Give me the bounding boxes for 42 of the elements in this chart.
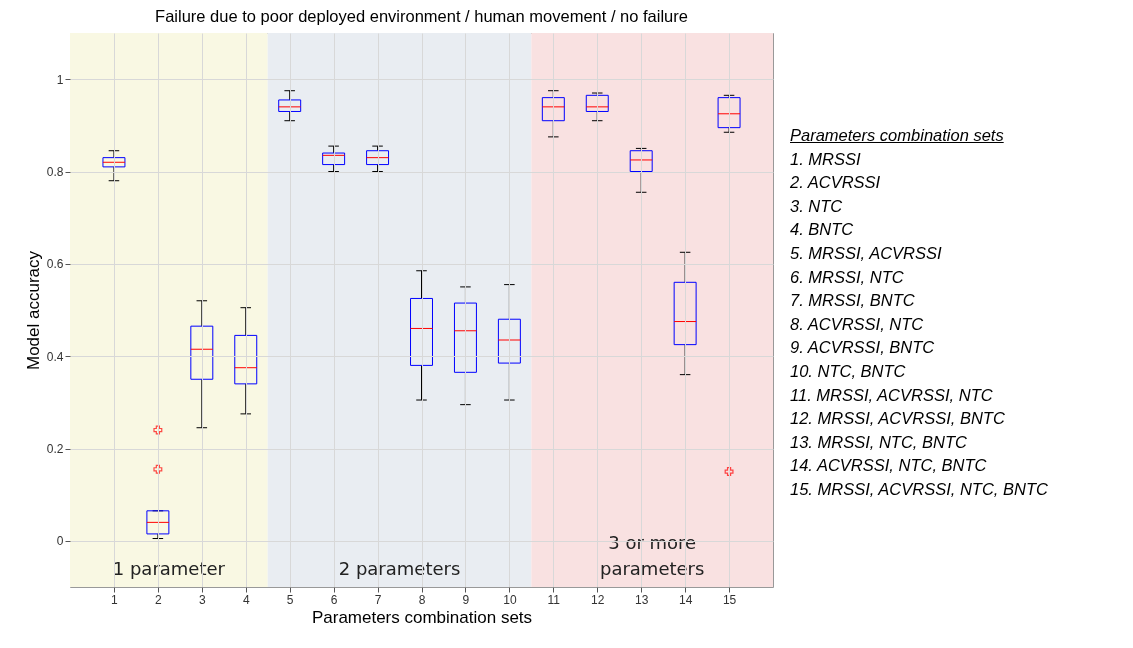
text: 13. MRSSI, NTC, BNTC [790,431,968,453]
x-tick-label: 15 [722,592,737,607]
x-tick-label: 7 [374,592,382,607]
x-tick-label: 10 [503,592,517,607]
text: 9. ACVRSSI, BNTC [790,337,936,359]
x-tick-label: 1 [111,592,119,607]
text: 8. ACVRSSI, NTC [790,313,925,335]
x-tick-label: 13 [635,592,649,607]
text: 2. ACVRSSI [790,172,882,194]
x-tick-label: 8 [418,592,426,607]
y-tick-label: 0.4 [46,349,64,364]
y-tick-label: 0.8 [46,165,64,179]
text: 15. MRSSI, ACVRSSI, NTC, BNTC [790,478,1048,500]
y-axis-title: Model accuracy [23,250,43,371]
y-tick-label: 0.6 [46,257,64,272]
text: 4. BNTC [790,219,855,241]
x-tick-label: 11 [547,592,561,607]
x-axis-title: Parameters combination sets [311,607,533,627]
x-tick-label: 2 [155,592,163,607]
band-label: 2 parameters [338,558,461,579]
x-tick-label: 12 [591,592,605,607]
text: Parameters combination sets [790,125,1005,146]
text: 7. MRSSI, BNTC [790,290,916,312]
y-tick-label: 0.2 [46,442,64,456]
x-tick-label: 3 [198,592,206,607]
text: 3. NTC [790,195,844,217]
x-tick-label: 4 [242,592,250,607]
text: 5. MRSSI, ACVRSSI [790,242,943,264]
y-tick-label: 1 [56,72,64,87]
text: 6. MRSSI, NTC [790,266,905,288]
text: 10. NTC, BNTC [790,360,907,382]
x-tick-label: 9 [462,592,470,607]
x-tick-label: 5 [286,592,294,607]
text: 11. MRSSI, ACVRSSI, NTC [790,384,994,406]
text: 14. ACVRSSI, NTC, BNTC [790,455,988,477]
y-tick-label: 0 [56,534,64,549]
band-label: 1 parameter [112,558,226,579]
text: 12. MRSSI, ACVRSSI, BNTC [790,408,1006,430]
text: 1. MRSSI [790,148,862,170]
chart-title: Failure due to poor deployed environment / human movement / no failure [155,6,688,25]
x-tick-label: 6 [330,592,338,607]
x-tick-label: 14 [678,592,693,607]
